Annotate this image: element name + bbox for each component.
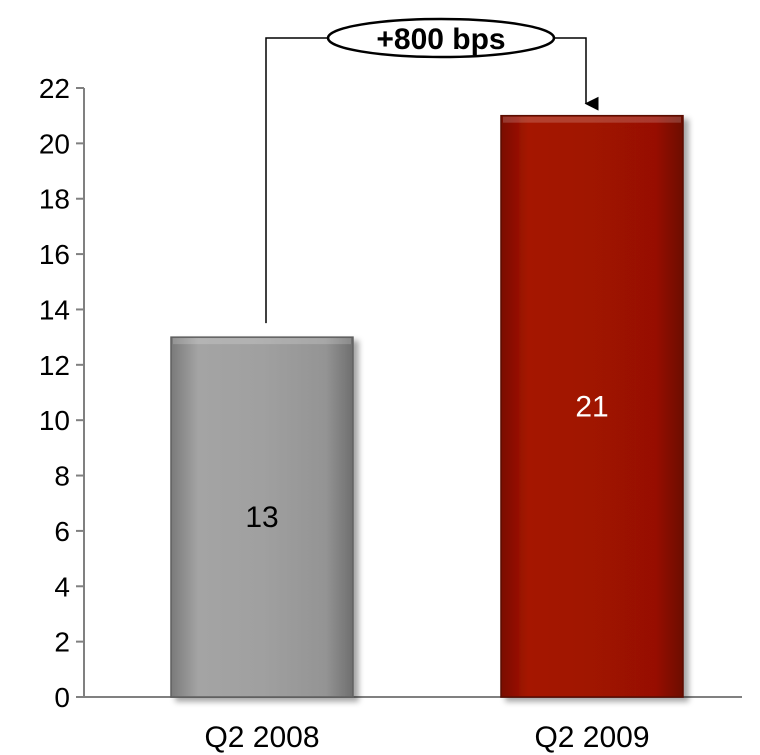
bars-layer xyxy=(170,114,684,698)
y-tick-label: 18 xyxy=(39,184,70,215)
labels-layer: 13 Q2 2008 21 Q2 2009 xyxy=(204,390,649,754)
x-category-label: Q2 2008 xyxy=(204,721,319,754)
y-tick-label: 20 xyxy=(39,128,70,159)
y-tick-label: 16 xyxy=(39,239,70,270)
y-tick-label: 10 xyxy=(39,405,70,436)
x-category-label: Q2 2009 xyxy=(534,721,649,754)
annotation-callout xyxy=(326,17,556,59)
y-tick-label: 6 xyxy=(54,516,70,547)
bar-q2-2009 xyxy=(500,114,684,698)
y-tick-label: 8 xyxy=(54,461,70,492)
bar-bevel-highlight xyxy=(503,116,681,123)
y-tick-label: 12 xyxy=(39,350,70,381)
y-tick-label: 14 xyxy=(39,294,70,325)
bar-data-label: 13 xyxy=(245,501,278,534)
bar-data-label: 21 xyxy=(575,390,608,423)
annotation-layer: +800 bps xyxy=(265,17,599,324)
y-tick-label: 0 xyxy=(54,682,70,713)
bar-q2-2008 xyxy=(170,336,354,698)
y-tick-label: 4 xyxy=(54,571,70,602)
annotation-label: +800 bps xyxy=(376,23,505,56)
axis-layer: 0 2 4 6 8 10 12 14 16 18 20 22 xyxy=(39,73,742,713)
y-tick-label: 22 xyxy=(39,73,70,104)
y-tick-label: 2 xyxy=(54,627,70,658)
bar-bevel-highlight xyxy=(173,338,351,345)
